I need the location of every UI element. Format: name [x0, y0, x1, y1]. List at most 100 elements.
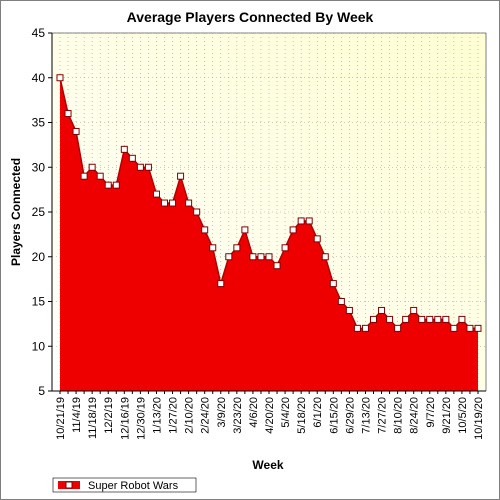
x-tick-label: 10/19/20: [473, 397, 485, 440]
x-tick-label: 9/7/20: [425, 397, 437, 428]
data-point: [64, 110, 72, 118]
x-tick-label: 4/20/20: [264, 397, 276, 434]
data-point: [426, 315, 434, 323]
data-point: [112, 181, 120, 189]
x-tick-label: 2/10/20: [184, 397, 196, 434]
data-point: [450, 324, 458, 332]
x-axis-ticks: 10/21/19 11/4/19 11/18/19 12/2/19 12/16/19 12…: [55, 391, 485, 440]
data-point: [313, 235, 321, 243]
data-point: [273, 262, 281, 270]
data-point: [201, 226, 209, 234]
x-tick-label: 7/27/20: [377, 397, 389, 434]
data-point: [257, 253, 265, 261]
y-tick-label: 25: [32, 205, 46, 219]
y-tick-label: 10: [32, 339, 46, 353]
legend: Super Robot Wars: [52, 477, 197, 493]
data-point: [370, 315, 377, 323]
data-point: [321, 253, 329, 261]
data-point: [434, 315, 442, 323]
data-point: [353, 324, 361, 332]
legend-marker: [65, 481, 73, 489]
data-point: [152, 190, 160, 198]
data-point: [209, 244, 217, 252]
x-tick-label: 11/4/19: [71, 397, 83, 433]
x-tick-label: 10/21/19: [55, 397, 67, 440]
data-point: [378, 306, 386, 314]
data-point: [329, 280, 337, 288]
x-tick-label: 5/18/20: [296, 397, 308, 434]
data-point: [394, 324, 402, 332]
series-area: [60, 77, 478, 391]
data-point: [88, 163, 96, 171]
data-point: [161, 199, 168, 207]
data-point: [120, 145, 128, 153]
data-point: [265, 253, 273, 261]
data-point: [442, 315, 450, 323]
data-point: [217, 280, 225, 288]
data-point: [104, 181, 112, 189]
chart-title: Average Players Connected By Week: [127, 9, 374, 25]
data-point: [80, 172, 88, 180]
data-point: [410, 306, 418, 314]
data-point: [418, 315, 426, 323]
data-point: [249, 253, 257, 261]
x-tick-label: 7/13/20: [360, 397, 372, 434]
x-tick-label: 12/2/19: [103, 397, 115, 434]
data-point: [144, 163, 152, 171]
x-tick-label: 9/21/20: [441, 397, 453, 434]
data-point: [386, 315, 394, 323]
x-tick-label: 5/4/20: [280, 397, 292, 428]
x-tick-label: 2/24/20: [200, 397, 212, 434]
x-tick-label: 4/6/20: [248, 397, 260, 428]
data-point: [233, 244, 241, 252]
legend-label: Super Robot Wars: [88, 480, 179, 492]
data-point: [402, 315, 410, 323]
y-tick-label: 45: [32, 26, 46, 40]
x-tick-label: 3/9/20: [216, 397, 228, 428]
x-tick-label: 6/15/20: [328, 397, 340, 434]
data-point: [177, 172, 185, 180]
data-point: [56, 74, 64, 82]
data-point: [225, 253, 233, 261]
data-point: [466, 324, 474, 332]
data-point: [241, 226, 249, 234]
data-point: [193, 208, 201, 216]
data-point: [337, 298, 345, 305]
data-point: [361, 324, 369, 332]
y-tick-label: 15: [32, 295, 46, 309]
data-point: [458, 315, 466, 323]
y-tick-label: 30: [32, 160, 46, 174]
series-super-robot-wars: [56, 74, 482, 391]
data-point: [96, 172, 104, 180]
x-tick-label: 6/1/20: [312, 397, 324, 428]
x-tick-label: 11/18/19: [87, 397, 99, 439]
data-point: [281, 244, 289, 252]
y-tick-label: 20: [32, 250, 46, 264]
legend-box: [52, 477, 197, 493]
data-point: [297, 217, 305, 225]
y-tick-label: 40: [32, 71, 46, 85]
x-tick-label: 6/29/20: [344, 397, 356, 434]
data-point: [305, 217, 313, 225]
data-point: [289, 226, 297, 234]
y-tick-label: 35: [32, 116, 46, 130]
x-axis-title: Week: [252, 458, 283, 472]
x-tick-label: 1/13/20: [151, 397, 163, 434]
data-point: [345, 306, 353, 314]
x-tick-label: 8/10/20: [393, 397, 405, 434]
data-point: [136, 163, 144, 171]
y-axis-title: Players Connected: [9, 158, 23, 266]
y-axis-ticks: 5 10 15 20 25 30 35 40 45: [32, 26, 52, 398]
x-tick-label: 8/24/20: [409, 397, 421, 434]
x-tick-label: 12/30/19: [135, 397, 147, 440]
x-tick-label: 12/16/19: [119, 397, 131, 440]
y-tick-label: 5: [38, 384, 45, 398]
data-point: [169, 199, 177, 207]
data-point: [474, 324, 482, 332]
x-tick-label: 3/23/20: [232, 397, 244, 434]
data-point: [185, 199, 193, 207]
x-tick-label: 1/27/20: [168, 397, 180, 434]
data-point: [128, 154, 136, 162]
x-tick-label: 10/5/20: [457, 397, 469, 434]
